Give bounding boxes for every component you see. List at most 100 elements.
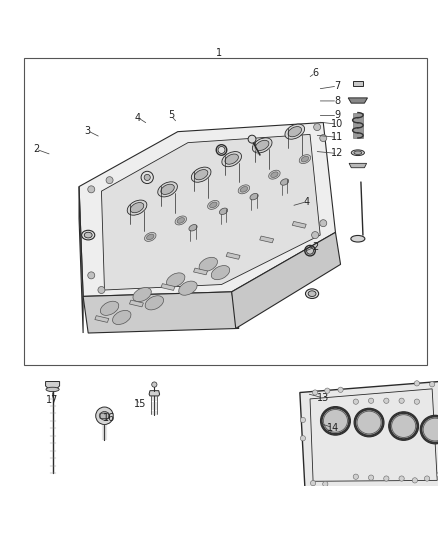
Text: 14: 14 — [327, 423, 339, 433]
Text: 13: 13 — [317, 393, 329, 403]
Ellipse shape — [321, 407, 350, 435]
Ellipse shape — [46, 387, 59, 392]
Circle shape — [368, 398, 374, 403]
Ellipse shape — [161, 184, 174, 195]
Polygon shape — [232, 232, 341, 328]
Polygon shape — [161, 284, 175, 290]
Ellipse shape — [354, 408, 384, 437]
Text: 11: 11 — [331, 132, 343, 142]
Text: 5: 5 — [168, 110, 174, 120]
Ellipse shape — [288, 126, 301, 137]
Circle shape — [384, 476, 389, 481]
Circle shape — [338, 387, 343, 392]
Polygon shape — [348, 98, 367, 103]
Text: 1: 1 — [216, 48, 222, 58]
Ellipse shape — [238, 185, 250, 194]
Circle shape — [412, 478, 417, 483]
Circle shape — [414, 399, 420, 405]
Ellipse shape — [285, 124, 304, 139]
Circle shape — [320, 220, 327, 227]
Ellipse shape — [147, 234, 154, 240]
Ellipse shape — [113, 310, 131, 325]
Text: 3: 3 — [85, 126, 91, 136]
Ellipse shape — [194, 169, 208, 180]
Text: 4: 4 — [304, 197, 310, 207]
Ellipse shape — [271, 172, 278, 177]
Ellipse shape — [133, 287, 152, 302]
Ellipse shape — [145, 296, 163, 310]
Circle shape — [353, 474, 358, 479]
Polygon shape — [194, 268, 208, 275]
Text: 4: 4 — [135, 112, 141, 123]
Ellipse shape — [208, 200, 219, 209]
Polygon shape — [349, 163, 367, 168]
Circle shape — [424, 476, 430, 481]
Ellipse shape — [191, 167, 211, 182]
Ellipse shape — [354, 151, 362, 155]
Ellipse shape — [280, 179, 289, 185]
Text: 10: 10 — [331, 119, 343, 129]
Ellipse shape — [81, 230, 95, 240]
Bar — [353, 112, 363, 138]
Polygon shape — [79, 123, 336, 296]
Ellipse shape — [225, 154, 238, 164]
Circle shape — [311, 480, 316, 486]
Text: 17: 17 — [46, 395, 59, 405]
Bar — [24, 59, 427, 365]
Ellipse shape — [127, 200, 147, 215]
Ellipse shape — [175, 216, 187, 225]
Circle shape — [248, 135, 256, 143]
Text: 6: 6 — [312, 68, 318, 78]
Ellipse shape — [179, 281, 197, 295]
Ellipse shape — [423, 418, 438, 441]
Ellipse shape — [255, 140, 269, 150]
Circle shape — [300, 435, 306, 441]
Text: 16: 16 — [102, 413, 115, 423]
Ellipse shape — [158, 182, 177, 197]
Circle shape — [353, 399, 358, 405]
Ellipse shape — [305, 289, 318, 298]
Bar — [353, 80, 363, 86]
Text: 9: 9 — [334, 110, 340, 120]
Circle shape — [430, 382, 435, 387]
Polygon shape — [292, 221, 306, 228]
Polygon shape — [102, 134, 320, 290]
Ellipse shape — [250, 193, 258, 200]
Text: 2: 2 — [33, 144, 39, 154]
Text: 8: 8 — [334, 96, 340, 106]
Ellipse shape — [357, 411, 381, 434]
Circle shape — [311, 231, 318, 239]
Polygon shape — [46, 382, 60, 389]
Polygon shape — [300, 382, 438, 489]
Text: 7: 7 — [334, 81, 340, 91]
Ellipse shape — [420, 415, 438, 444]
Circle shape — [314, 124, 321, 131]
Circle shape — [399, 476, 404, 481]
Ellipse shape — [268, 170, 280, 179]
Ellipse shape — [145, 232, 156, 241]
Polygon shape — [310, 389, 437, 481]
Circle shape — [300, 417, 306, 423]
Circle shape — [312, 390, 318, 395]
Ellipse shape — [100, 301, 119, 316]
Circle shape — [399, 398, 404, 403]
Ellipse shape — [299, 155, 311, 164]
Ellipse shape — [351, 236, 365, 242]
Circle shape — [152, 382, 157, 387]
Circle shape — [100, 411, 109, 420]
Ellipse shape — [392, 415, 416, 438]
Ellipse shape — [351, 150, 364, 156]
Polygon shape — [83, 292, 239, 333]
Circle shape — [323, 481, 328, 487]
Ellipse shape — [252, 138, 272, 153]
Ellipse shape — [389, 412, 419, 440]
Ellipse shape — [240, 187, 247, 192]
Ellipse shape — [177, 217, 184, 223]
Ellipse shape — [199, 257, 218, 271]
Text: 2: 2 — [312, 242, 318, 252]
Circle shape — [96, 407, 113, 425]
Polygon shape — [95, 316, 109, 322]
Polygon shape — [79, 187, 83, 333]
Text: 15: 15 — [134, 399, 146, 409]
Ellipse shape — [211, 265, 230, 280]
